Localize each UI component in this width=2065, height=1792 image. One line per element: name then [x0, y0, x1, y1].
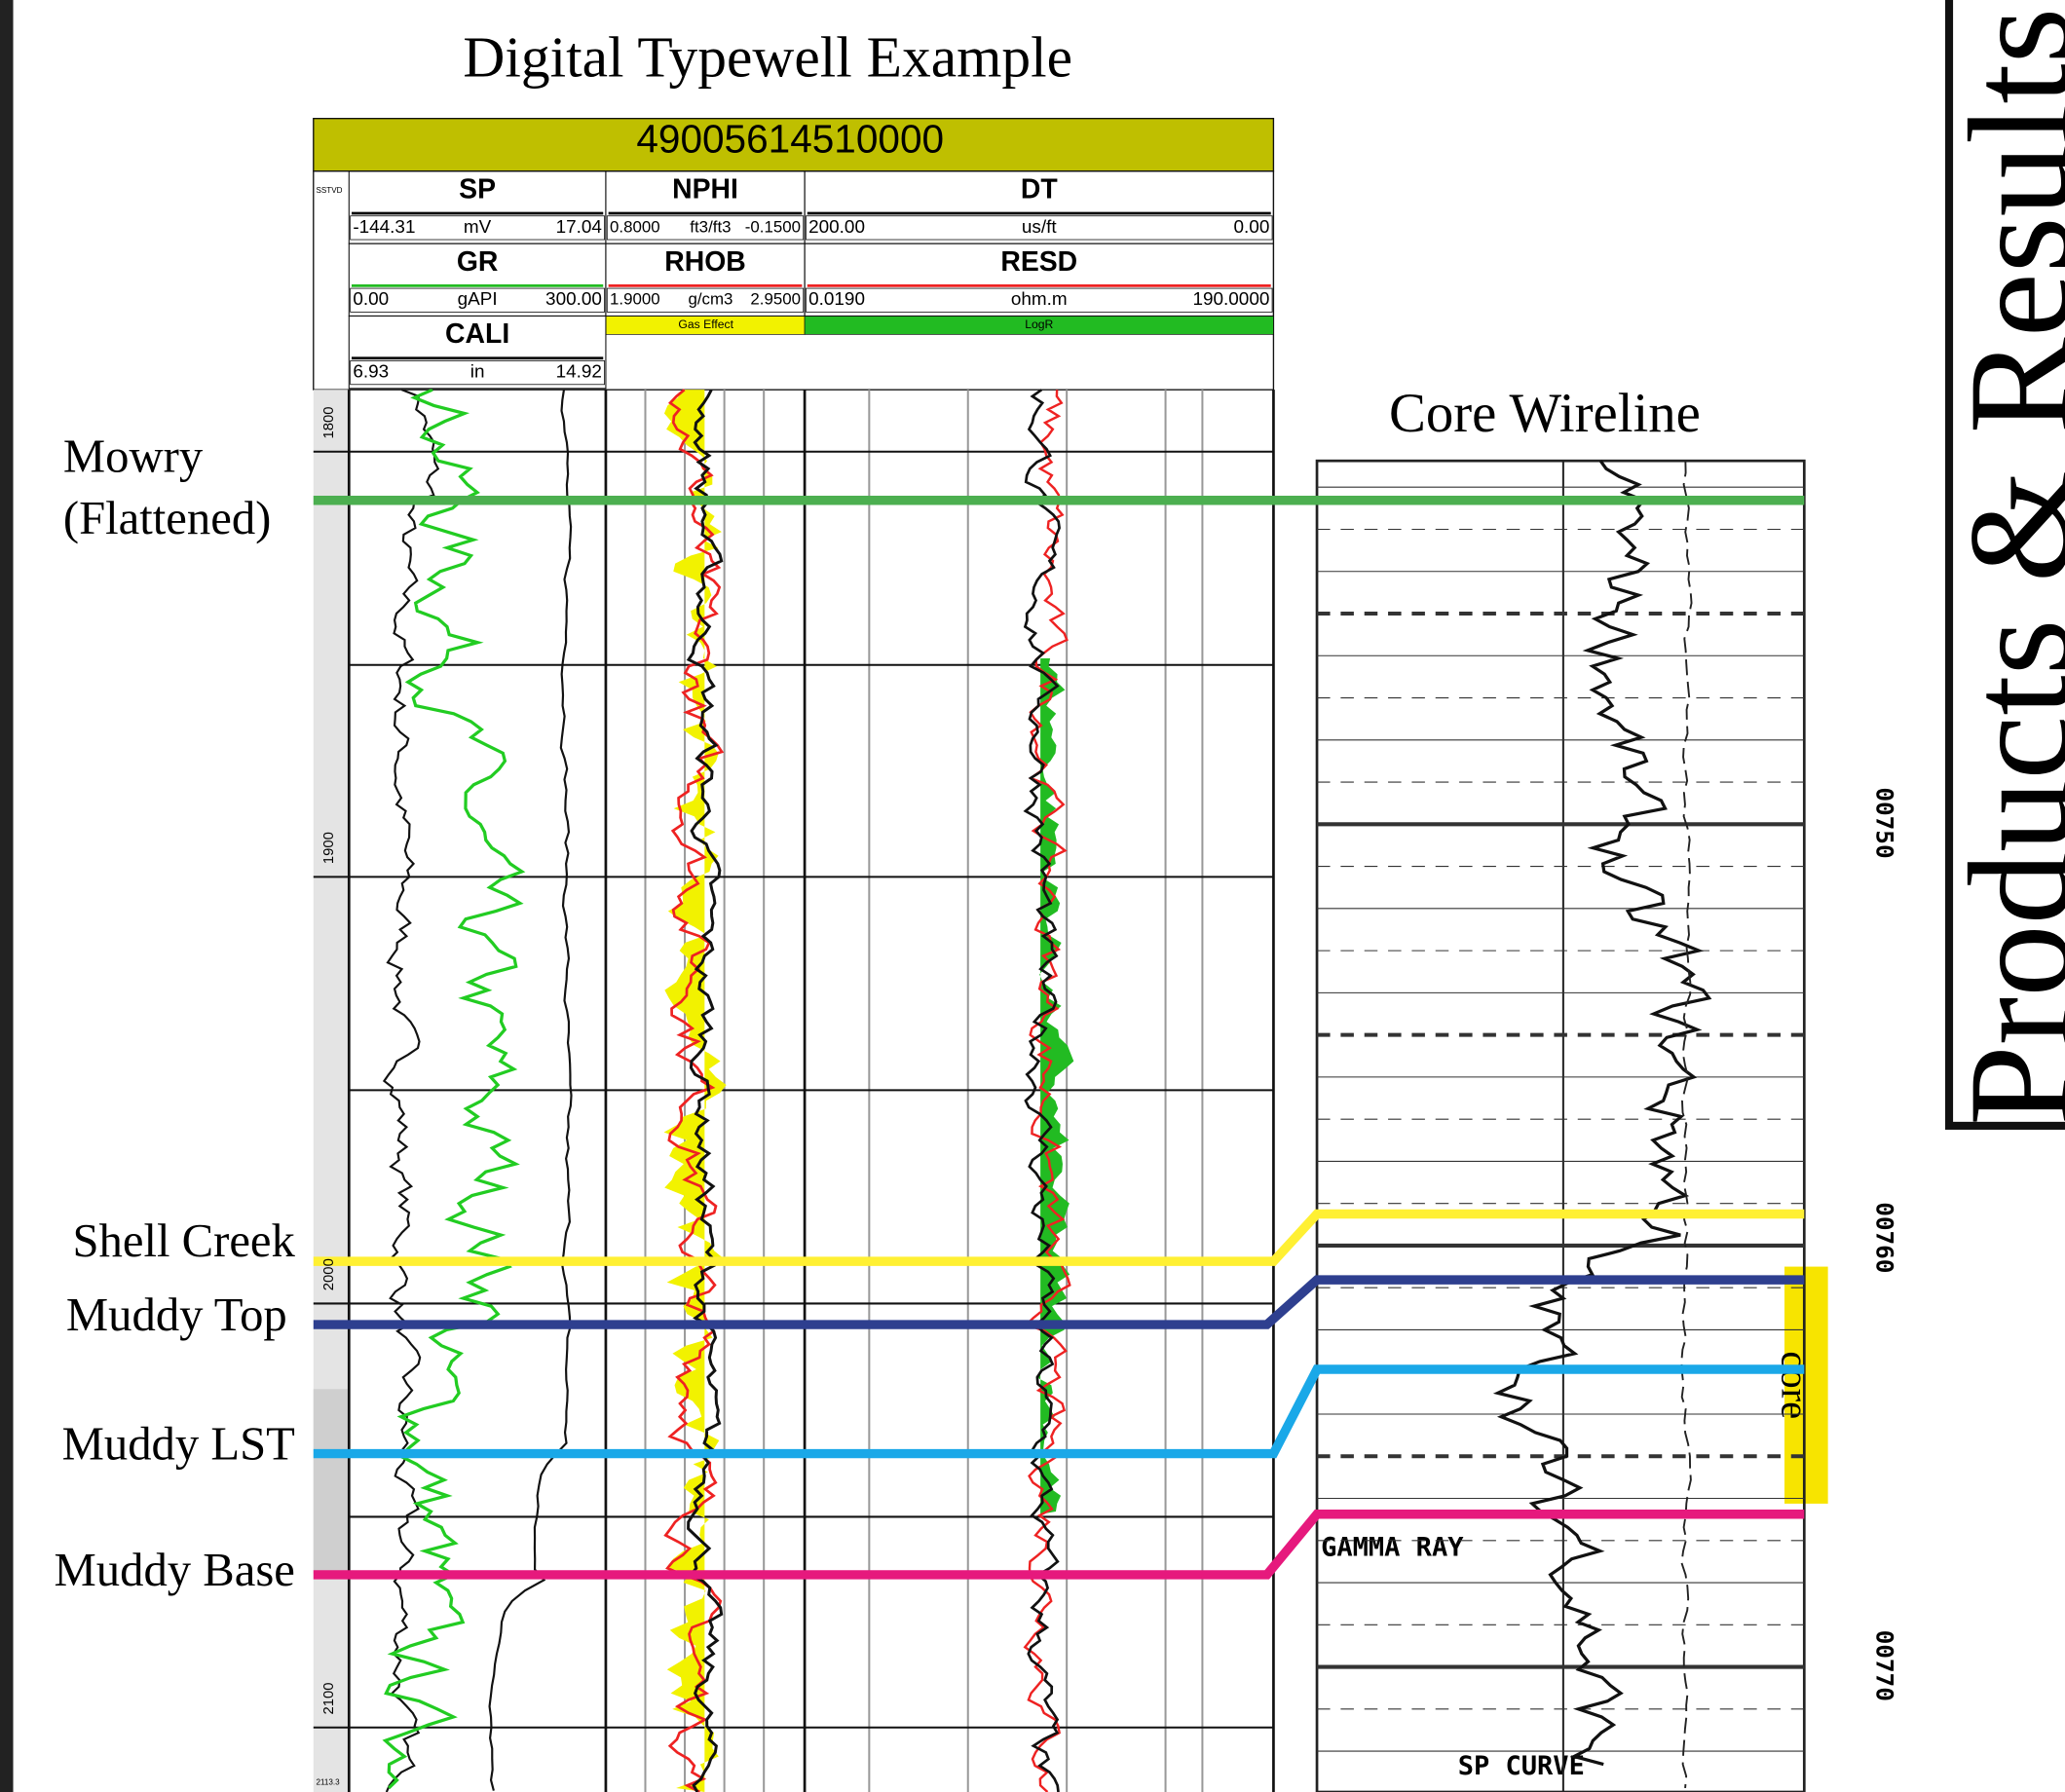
core-depth-label: 00760: [1870, 1202, 1898, 1273]
scale-unit: ohm.m: [1011, 289, 1068, 310]
core-label: core: [1773, 1351, 1817, 1419]
curve-name: RHOB: [664, 246, 746, 278]
bottom-depth: 2113.3: [316, 1778, 340, 1787]
depth-tick-label: 1900: [321, 832, 337, 864]
scale-max: 300.00: [545, 289, 602, 310]
scale-unit: in: [470, 362, 485, 383]
gas-effect-label: Gas Effect: [678, 317, 733, 331]
curve-name: NPHI: [672, 174, 738, 205]
scale-max: 14.92: [556, 362, 602, 383]
scale-unit: ft3/ft3: [690, 217, 731, 236]
curve-name: DT: [1021, 174, 1058, 205]
top-label: Mowry: [63, 429, 204, 482]
scale-min: 1.9000: [610, 290, 660, 309]
scale-max: 190.0000: [1193, 289, 1270, 310]
core-depth-label: 00770: [1870, 1630, 1898, 1701]
scale-max: 2.9500: [750, 290, 801, 309]
well-id: 49005614510000: [636, 117, 944, 162]
scale-min: 0.00: [353, 289, 389, 310]
top-label: Muddy LST: [62, 1417, 295, 1470]
scale-min: 6.93: [353, 362, 389, 383]
top-label: Muddy Top: [66, 1288, 287, 1341]
scale-max: 17.04: [556, 217, 602, 238]
depth-label: SSTVD: [316, 186, 342, 195]
scale-unit: us/ft: [1022, 217, 1057, 238]
scale-max: -0.1500: [745, 217, 801, 236]
scale-min: 0.0190: [808, 289, 865, 310]
curve-name: GR: [457, 246, 499, 278]
sp-curve-label: SP CURVE: [1458, 1751, 1585, 1781]
core-gamma-curve: [1498, 461, 1709, 1764]
core-panel: [1317, 461, 1804, 1792]
curve-name: CALI: [445, 318, 509, 350]
depth-tick-label: 1800: [321, 406, 337, 438]
side-title: Products & Results: [1939, 8, 2065, 1126]
muddy-lst-line: [314, 1369, 1805, 1454]
depth-strip-dark: [314, 1389, 350, 1573]
scale-min: -144.31: [353, 217, 415, 238]
scale-min: 0.8000: [610, 217, 660, 236]
top-label: Shell Creek: [72, 1214, 295, 1267]
core-sp-curve: [1681, 461, 1691, 1788]
logr-label: LogR: [1025, 317, 1053, 331]
core-title: Core Wireline: [1389, 383, 1701, 444]
title: Digital Typewell Example: [463, 25, 1072, 90]
top-label: (Flattened): [63, 492, 271, 544]
scale-unit: mV: [464, 217, 492, 238]
scale-min: 200.00: [808, 217, 865, 238]
depth-tick-label: 2100: [321, 1682, 337, 1714]
scale-unit: g/cm3: [688, 290, 732, 309]
scale-unit: gAPI: [458, 289, 498, 310]
top-label: Muddy Base: [55, 1544, 295, 1596]
gamma-ray-label: GAMMA RAY: [1321, 1532, 1464, 1562]
figure: Digital Typewell Example Products & Resu…: [0, 0, 2065, 1792]
core-depth-label: 00750: [1870, 787, 1898, 858]
curve-name: SP: [459, 174, 496, 205]
curve-name: RESD: [1000, 246, 1077, 278]
left-border: [0, 0, 14, 1792]
depth-tick-label: 2000: [321, 1258, 337, 1290]
depth-strip: [314, 390, 350, 1792]
scale-max: 0.00: [1234, 217, 1270, 238]
